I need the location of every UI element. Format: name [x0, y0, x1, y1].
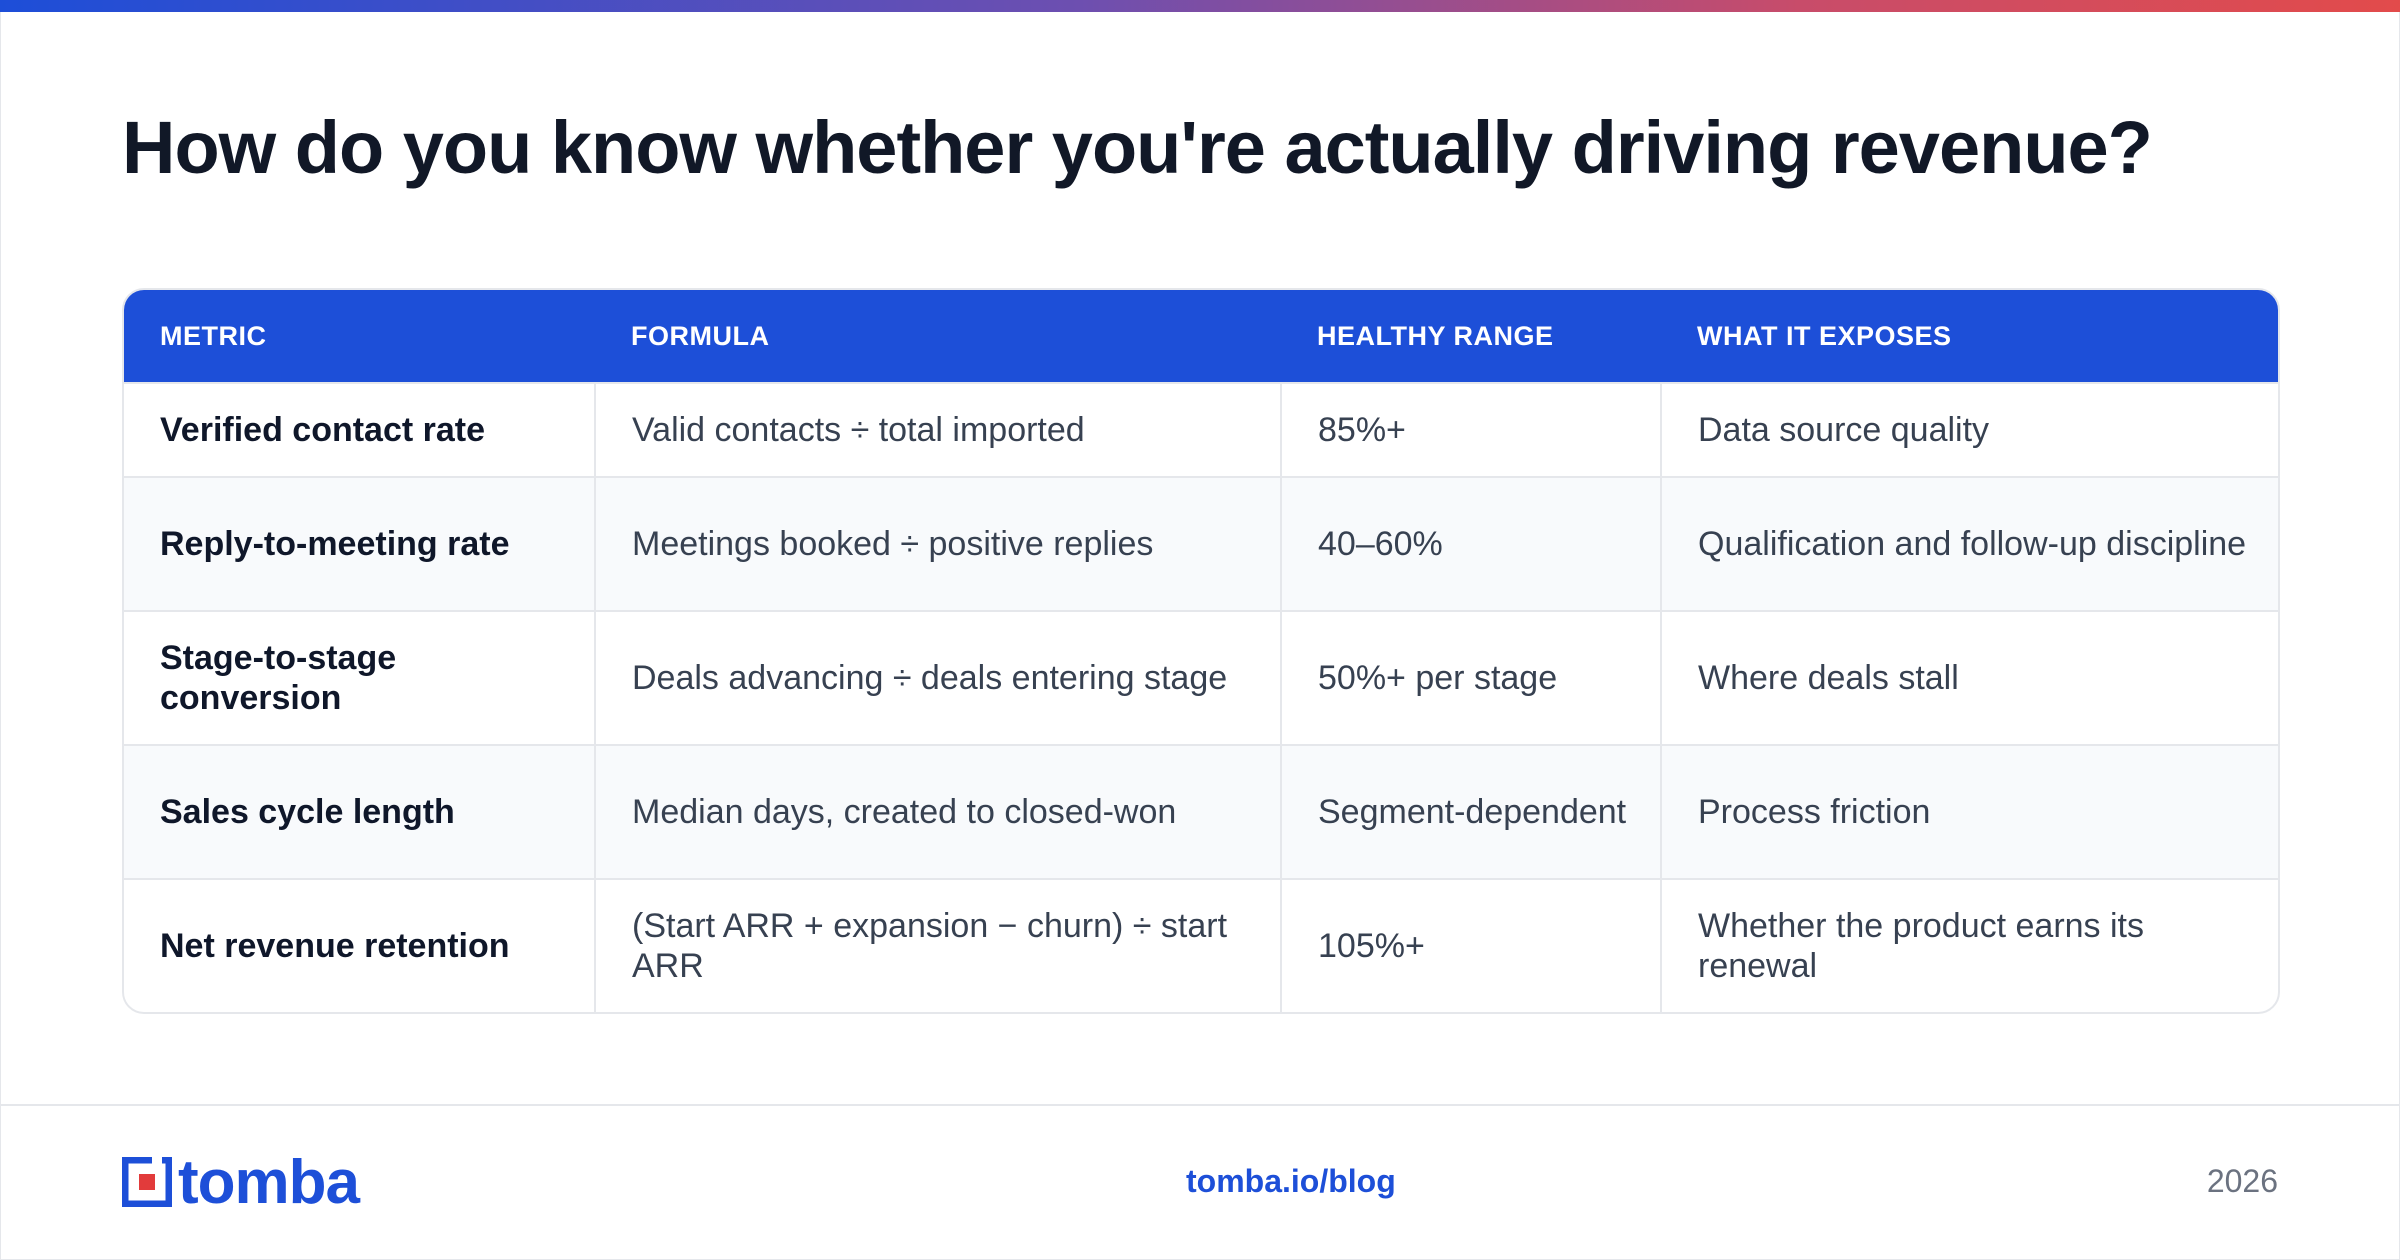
header-formula: FORMULA — [595, 290, 1281, 383]
metric-cell: Reply-to-meeting rate — [124, 476, 595, 611]
range-cell: 105%+ — [1280, 878, 1661, 1012]
accent-gradient-bar — [0, 0, 2400, 12]
tomba-logo[interactable]: tomba — [122, 1148, 360, 1217]
formula-cell: Deals advancing ÷ deals entering stage — [594, 610, 1281, 745]
formula-cell: Valid contacts ÷ total imported — [594, 382, 1281, 477]
footer-divider — [0, 1104, 2400, 1106]
exposes-cell: Qualification and follow-up discipline — [1660, 476, 2278, 611]
table-row: Reply-to-meeting rate Meetings booked ÷ … — [124, 476, 2278, 611]
exposes-cell: Data source quality — [1660, 382, 2278, 477]
logo-wordmark: tomba — [178, 1147, 360, 1217]
metric-cell: Net revenue retention — [124, 878, 595, 1012]
exposes-cell: Where deals stall — [1660, 610, 2278, 745]
table-row: Verified contact rate Valid contacts ÷ t… — [124, 382, 2278, 477]
exposes-cell: Process friction — [1660, 744, 2278, 879]
blog-link[interactable]: tomba.io/blog — [1186, 1163, 1396, 1199]
exposes-cell: Whether the product earns its renewal — [1660, 878, 2278, 1012]
metric-cell: Stage-to-stage conversion — [124, 610, 595, 745]
formula-cell: Meetings booked ÷ positive replies — [594, 476, 1281, 611]
tomba-logo-icon — [122, 1157, 172, 1207]
header-what-it-exposes: WHAT IT EXPOSES — [1661, 290, 2278, 383]
page-title: How do you know whether you're actually … — [122, 106, 2153, 189]
table-row: Net revenue retention (Start ARR + expan… — [124, 878, 2278, 1012]
table-row: Stage-to-stage conversion Deals advancin… — [124, 610, 2278, 745]
table-header-row: METRIC FORMULA HEALTHY RANGE WHAT IT EXP… — [124, 290, 2278, 383]
metric-cell: Sales cycle length — [124, 744, 595, 879]
metric-cell: Verified contact rate — [124, 382, 595, 477]
range-cell: 85%+ — [1280, 382, 1661, 477]
range-cell: 40–60% — [1280, 476, 1661, 611]
metrics-table: METRIC FORMULA HEALTHY RANGE WHAT IT EXP… — [122, 288, 2280, 1014]
footer-year: 2026 — [2206, 1163, 2278, 1199]
header-metric: METRIC — [124, 290, 595, 383]
range-cell: 50%+ per stage — [1280, 610, 1661, 745]
table-row: Sales cycle length Median days, created … — [124, 744, 2278, 879]
formula-cell: (Start ARR + expansion − churn) ÷ start … — [594, 878, 1281, 1012]
header-healthy-range: HEALTHY RANGE — [1281, 290, 1661, 383]
formula-cell: Median days, created to closed-won — [594, 744, 1281, 879]
range-cell: Segment-dependent — [1280, 744, 1661, 879]
